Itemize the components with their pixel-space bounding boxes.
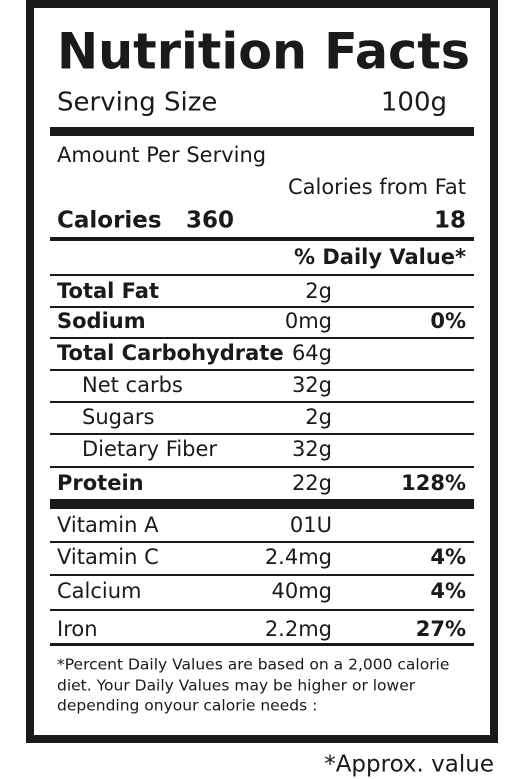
footnote-line: depending onyour calorie needs : [57, 697, 317, 715]
approx-note: *Approx. value [324, 752, 494, 778]
row-amount: 2.4mg [265, 545, 332, 569]
row-label: Vitamin A [57, 513, 159, 537]
row-label: Total Fat [57, 279, 159, 303]
serving-label: Serving Size [57, 88, 217, 118]
title: Nutrition Facts [57, 23, 470, 81]
row-amount: 0mg [285, 309, 332, 333]
daily-value-header: % Daily Value* [294, 245, 466, 269]
row-label: Sugars [82, 405, 154, 429]
row-amount: 01U [290, 513, 332, 537]
row-amount: 64g [292, 341, 332, 365]
serving-value: 100g [381, 88, 447, 118]
row-amount: 22g [292, 471, 332, 495]
row-percent: 128% [401, 471, 466, 495]
row-label: Iron [57, 617, 98, 641]
row-amount: 2g [305, 405, 332, 429]
row-label: Dietary Fiber [82, 437, 217, 461]
row-amount: 40mg [271, 579, 332, 603]
thick-rule [50, 499, 474, 509]
row-percent: 27% [416, 617, 466, 641]
rule [50, 643, 474, 646]
row-amount: 32g [292, 373, 332, 397]
calories-label: Calories [57, 208, 162, 234]
row-label: Protein [57, 471, 144, 495]
calories-from-fat-label: Calories from Fat [288, 175, 466, 199]
row-amount: 2.2mg [265, 617, 332, 641]
row-label: Net carbs [82, 373, 183, 397]
label-border [26, 0, 498, 743]
row-percent: 0% [430, 309, 466, 333]
calories-value: 360 [186, 208, 234, 234]
row-label: Sodium [57, 309, 146, 333]
footnote-line: *Percent Daily Values are based on a 2,0… [57, 656, 449, 674]
fat-calories: 18 [434, 208, 466, 234]
row-amount: 2g [305, 279, 332, 303]
row-percent: 4% [430, 579, 466, 603]
amount-per-serving: Amount Per Serving [57, 143, 266, 167]
row-amount: 32g [292, 437, 332, 461]
row-label: Calcium [57, 579, 142, 603]
rule [50, 237, 474, 241]
row-label: Vitamin C [57, 545, 159, 569]
row-label: Total Carbohydrate [57, 341, 284, 365]
footnote-line: diet. Your Daily Values may be higher or… [57, 677, 416, 695]
row-percent: 4% [430, 545, 466, 569]
thick-rule [50, 127, 474, 136]
